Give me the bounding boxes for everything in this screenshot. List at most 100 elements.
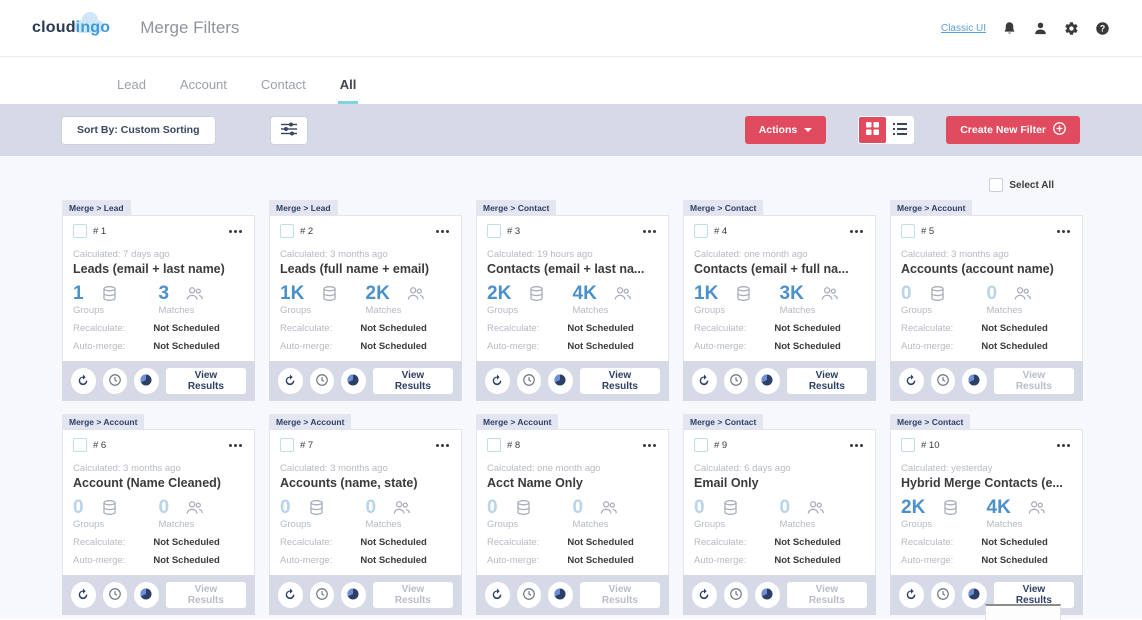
chevron-down-icon [804, 128, 813, 132]
sort-by-button[interactable]: Sort By: Custom Sorting [62, 116, 215, 144]
card-options-menu-icon[interactable] [1055, 228, 1072, 235]
stats-button[interactable] [962, 368, 987, 394]
stats-button[interactable] [134, 582, 159, 608]
card-category-tag: Merge > Contact [683, 200, 764, 215]
card-checkbox[interactable] [487, 438, 501, 452]
notifications-bell-icon[interactable] [1002, 21, 1017, 36]
settings-gear-icon[interactable] [1064, 21, 1079, 36]
tab-all[interactable]: All [337, 77, 359, 104]
card-options-menu-icon[interactable] [848, 442, 865, 449]
card-calculated-text: Calculated: yesterday [901, 463, 993, 474]
recalculate-button[interactable] [485, 368, 510, 394]
schedule-button[interactable] [930, 368, 956, 394]
select-all-checkbox[interactable] [989, 178, 1004, 192]
view-results-button[interactable]: View Results [786, 368, 867, 394]
card-body: # 2 Calculated: 3 months ago Leads (full… [269, 215, 462, 361]
schedule-button[interactable] [102, 582, 128, 608]
view-results-button[interactable]: View Results [372, 582, 453, 608]
cloudingo-logo[interactable]: cloudingo [32, 19, 110, 37]
tab-lead[interactable]: Lead [117, 77, 146, 92]
schedule-button[interactable] [516, 582, 542, 608]
recalculate-button[interactable] [278, 368, 303, 394]
stats-button[interactable] [962, 582, 987, 608]
schedule-button[interactable] [930, 582, 956, 608]
pie-chart-icon [760, 373, 774, 390]
matches-people-icon [406, 284, 425, 303]
card-body: # 10 Calculated: yesterday Hybrid Merge … [890, 429, 1083, 575]
auto-merge-value: Not Scheduled [567, 555, 634, 566]
view-results-button[interactable]: View Results [165, 368, 246, 394]
pie-chart-icon [139, 373, 153, 390]
recalculate-value: Not Scheduled [153, 537, 220, 548]
schedule-button[interactable] [309, 582, 335, 608]
actions-button[interactable]: Actions [744, 116, 827, 144]
card-checkbox[interactable] [73, 438, 87, 452]
view-results-button[interactable]: View Results [993, 368, 1074, 394]
recalculate-button[interactable] [278, 582, 303, 608]
card-checkbox[interactable] [280, 438, 294, 452]
card-options-menu-icon[interactable] [434, 228, 451, 235]
card-checkbox[interactable] [694, 224, 708, 238]
stats-button[interactable] [548, 368, 573, 394]
recalculate-button[interactable] [485, 582, 510, 608]
view-results-button[interactable]: View Results [579, 368, 660, 394]
view-results-button[interactable]: View Results [165, 582, 246, 608]
pie-chart-icon [553, 587, 567, 604]
stats-button[interactable] [341, 582, 366, 608]
card-body: # 9 Calculated: 6 days ago Email Only 0 … [683, 429, 876, 575]
card-checkbox[interactable] [694, 438, 708, 452]
card-options-menu-icon[interactable] [1055, 442, 1072, 449]
card-checkbox[interactable] [901, 438, 915, 452]
schedule-button[interactable] [309, 368, 335, 394]
recalculate-button[interactable] [899, 582, 924, 608]
matches-count: 0 [365, 497, 377, 518]
schedule-button[interactable] [102, 368, 128, 394]
recalculate-button[interactable] [71, 582, 96, 608]
stats-button[interactable] [548, 582, 573, 608]
filter-sliders-button[interactable] [270, 116, 307, 144]
stats-button[interactable] [755, 368, 780, 394]
select-all-control[interactable]: Select All [989, 178, 1054, 192]
schedule-button[interactable] [516, 368, 542, 394]
recalculate-button[interactable] [899, 368, 924, 394]
card-checkbox[interactable] [487, 224, 501, 238]
card-options-menu-icon[interactable] [641, 228, 658, 235]
tab-contact[interactable]: Contact [260, 77, 306, 92]
stats-button[interactable] [341, 368, 366, 394]
card-checkbox[interactable] [901, 224, 915, 238]
stats-button[interactable] [134, 368, 159, 394]
card-options-menu-icon[interactable] [434, 442, 451, 449]
user-profile-icon[interactable] [1033, 21, 1048, 36]
recalculate-button[interactable] [71, 368, 96, 394]
card-options-menu-icon[interactable] [227, 228, 244, 235]
matches-people-icon [806, 498, 825, 517]
list-view-button[interactable] [886, 117, 914, 143]
card-checkbox[interactable] [280, 224, 294, 238]
matches-label: Matches [986, 305, 1023, 316]
help-icon[interactable]: ? [1095, 21, 1110, 36]
recalculate-button[interactable] [692, 368, 717, 394]
matches-label: Matches [572, 519, 609, 530]
create-new-filter-button[interactable]: Create New Filter [946, 116, 1080, 144]
view-results-button[interactable]: View Results [579, 582, 660, 608]
stats-button[interactable] [755, 582, 780, 608]
card-options-menu-icon[interactable] [641, 442, 658, 449]
pie-chart-icon [346, 373, 360, 390]
groups-stack-icon [514, 498, 533, 517]
matches-label: Matches [158, 305, 195, 316]
recalculate-label: Recalculate: [487, 323, 540, 334]
grid-view-button[interactable] [859, 117, 887, 143]
schedule-button[interactable] [723, 368, 749, 394]
view-results-button[interactable]: View Results [372, 368, 453, 394]
card-checkbox[interactable] [73, 224, 87, 238]
classic-ui-link[interactable]: Classic UI [940, 22, 986, 34]
card-options-menu-icon[interactable] [227, 442, 244, 449]
view-results-button[interactable]: View Results [786, 582, 867, 608]
view-results-button[interactable]: View Results [993, 582, 1074, 608]
tab-account[interactable]: Account [179, 77, 227, 92]
groups-label: Groups [73, 305, 105, 316]
card-options-menu-icon[interactable] [848, 228, 865, 235]
recalculate-button[interactable] [692, 582, 717, 608]
schedule-button[interactable] [723, 582, 749, 608]
grid-icon [866, 122, 880, 138]
